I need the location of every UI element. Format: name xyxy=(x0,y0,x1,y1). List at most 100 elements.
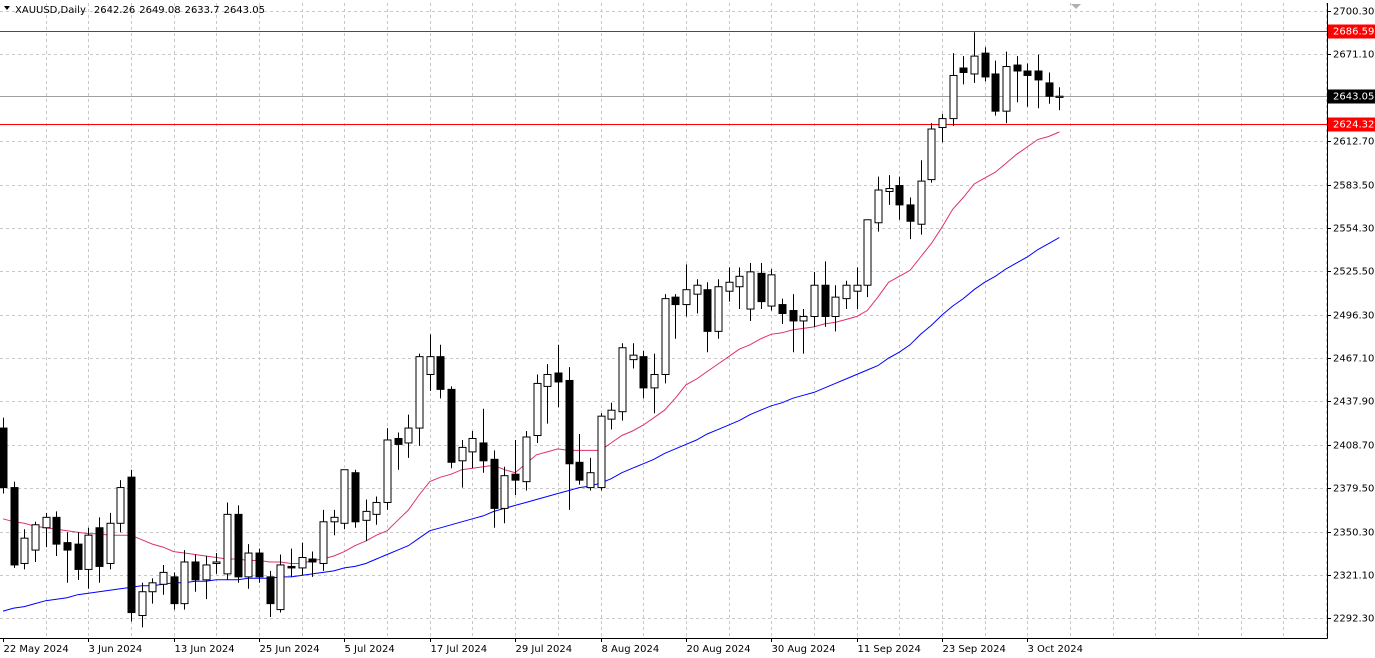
candle-body xyxy=(298,557,307,569)
candle-body xyxy=(340,469,349,524)
candle-body xyxy=(436,356,445,390)
y-tick-label: 2437.90 xyxy=(1333,397,1374,408)
chart-title: XAUUSD,Daily 2642.26 2649.08 2633.7 2643.05 xyxy=(15,5,265,16)
candle-body xyxy=(415,356,424,429)
level-label-box xyxy=(1328,117,1375,132)
current-price-box xyxy=(1328,89,1375,104)
y-tick-label: 2379.50 xyxy=(1333,484,1374,495)
candle-body xyxy=(351,472,360,523)
candle-body xyxy=(981,52,990,78)
candle-body xyxy=(244,552,253,578)
candle-body xyxy=(554,372,563,383)
candle-body xyxy=(20,537,29,564)
candle-body xyxy=(607,409,616,420)
candle-body xyxy=(586,472,595,489)
y-tick-label: 2525.50 xyxy=(1333,267,1374,278)
candle-body xyxy=(831,296,840,317)
candle-body xyxy=(949,74,958,120)
candle-body xyxy=(319,521,328,564)
grid xyxy=(0,3,1327,638)
candle-body xyxy=(863,219,872,286)
level-label-box xyxy=(1328,24,1375,39)
x-tick-label: 13 Jun 2024 xyxy=(175,644,235,655)
candle-body xyxy=(116,487,125,524)
candle-body xyxy=(191,561,200,581)
candle-body xyxy=(479,442,488,462)
candle-body xyxy=(255,552,264,578)
candle-body xyxy=(927,128,936,181)
candle-body xyxy=(383,439,392,503)
x-tick-label: 30 Aug 2024 xyxy=(772,644,836,655)
candle-body xyxy=(159,571,168,585)
shift-marker[interactable] xyxy=(1071,4,1081,9)
x-tick-label: 29 Jul 2024 xyxy=(516,644,573,655)
current-price-label: 2643.05 xyxy=(1333,92,1374,103)
x-tick-label: 11 Sep 2024 xyxy=(858,644,921,655)
candle-body xyxy=(404,427,413,444)
y-tick-label: 2583.50 xyxy=(1333,181,1374,192)
candle-body xyxy=(746,271,755,310)
menu-triangle[interactable] xyxy=(4,6,10,10)
candle-body xyxy=(522,436,531,483)
candle-body xyxy=(799,315,808,322)
candle-body xyxy=(394,437,403,445)
candle-body xyxy=(842,284,851,300)
candle-body xyxy=(1002,66,1011,112)
candle-body xyxy=(500,475,509,509)
candle-body xyxy=(1023,70,1032,76)
candle-body xyxy=(543,374,552,387)
level-label: 2686.59 xyxy=(1333,27,1374,38)
marks xyxy=(0,31,1327,628)
y-tick-label: 2467.10 xyxy=(1333,354,1374,365)
candle-body xyxy=(148,582,157,593)
x-tick-label: 17 Jul 2024 xyxy=(431,644,488,655)
candle-body xyxy=(308,558,317,563)
x-tick-label: 25 Jun 2024 xyxy=(260,644,320,655)
y-tick-label: 2321.10 xyxy=(1333,571,1374,582)
ohlc-open: 2642.26 xyxy=(94,5,135,16)
candle-body xyxy=(810,284,819,317)
symbol: XAUUSD,Daily xyxy=(15,5,86,16)
y-tick-label: 2700.30 xyxy=(1333,7,1374,18)
candle-body xyxy=(1034,70,1043,81)
ohlc-close: 2643.05 xyxy=(224,5,265,16)
x-tick-label: 3 Jun 2024 xyxy=(89,644,143,655)
candle-body xyxy=(1013,64,1022,72)
candle-body xyxy=(426,356,435,376)
candle-body xyxy=(234,513,243,578)
candle-body xyxy=(938,118,947,129)
candle-body xyxy=(10,487,19,566)
candle-body xyxy=(853,284,862,292)
candle-body xyxy=(266,576,275,605)
candle-body xyxy=(212,561,221,564)
candle-body xyxy=(874,189,883,224)
moving-average xyxy=(2,237,1060,612)
candle-body xyxy=(906,204,915,222)
candle-body xyxy=(682,289,691,306)
candle-body xyxy=(362,510,371,521)
candle-body xyxy=(714,286,723,332)
candle-body xyxy=(42,516,51,529)
candle-body xyxy=(63,542,72,551)
candle-body xyxy=(95,527,104,567)
candle-body xyxy=(106,522,115,564)
candle-body xyxy=(789,310,798,322)
ohlc-low: 2633.7 xyxy=(185,5,220,16)
candle-body xyxy=(778,304,787,315)
y-tick-label: 2554.30 xyxy=(1333,224,1374,235)
level-label: 2624.32 xyxy=(1333,120,1374,131)
candle-body xyxy=(533,382,542,437)
candle-body xyxy=(735,275,744,288)
candle-body xyxy=(661,298,670,376)
candle-body xyxy=(202,564,211,581)
y-tick-label: 2408.70 xyxy=(1333,441,1374,452)
candle-body xyxy=(52,516,61,545)
candle-body xyxy=(372,501,381,515)
candle-body xyxy=(468,437,477,453)
x-tick-label: 20 Aug 2024 xyxy=(687,644,751,655)
candle-body xyxy=(170,576,179,605)
candle-body xyxy=(74,543,83,570)
candle-body xyxy=(575,461,584,481)
x-tick-label: 8 Aug 2024 xyxy=(602,644,660,655)
candle-body xyxy=(639,356,648,389)
